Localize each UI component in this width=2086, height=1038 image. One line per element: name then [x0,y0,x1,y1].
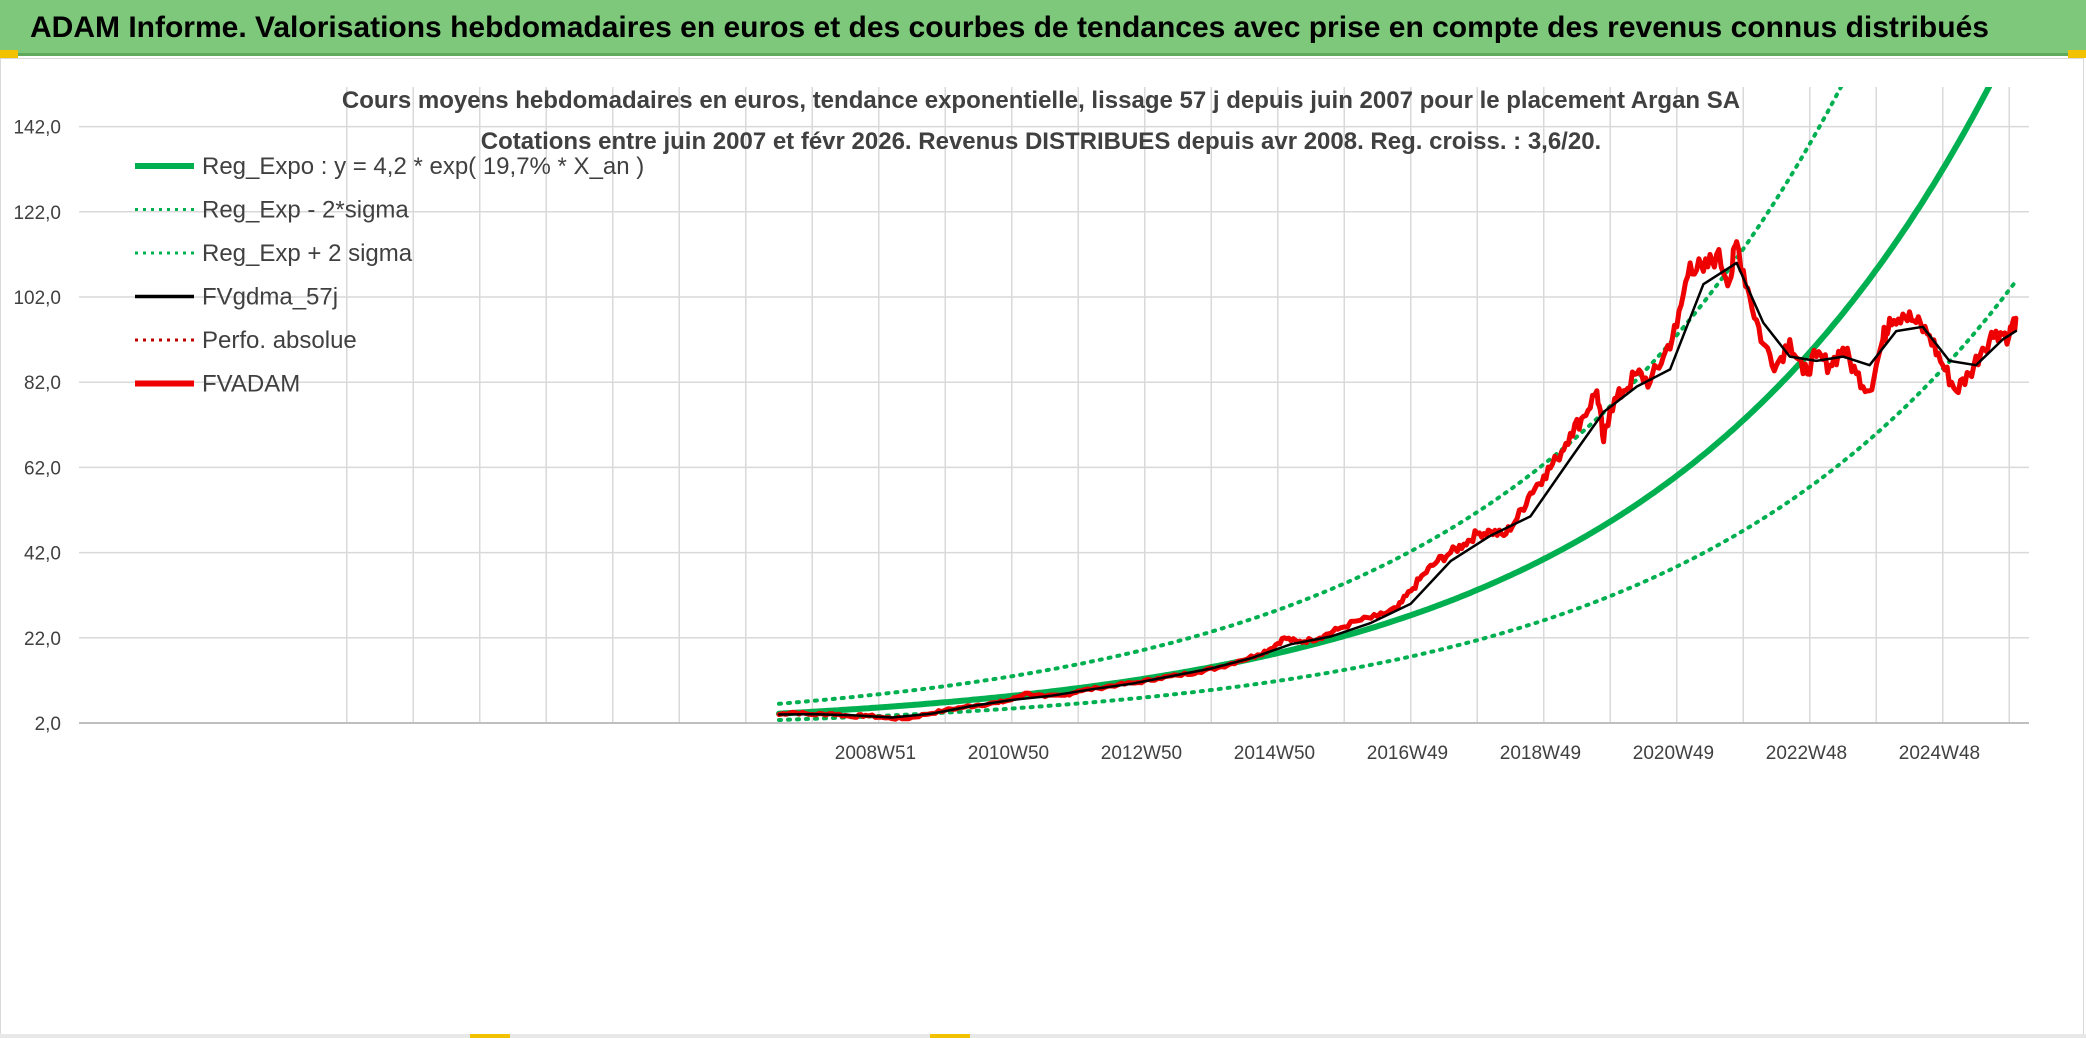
y-tick-label: 82,0 [24,373,61,394]
chart-canvas: Cours moyens hebdomadaires en euros, ten… [13,87,2029,764]
header-banner: ADAM Informe. Valorisations hebdomadaire… [0,0,2086,56]
chart-grid [79,87,2029,724]
y-axis: 182,0162,0142,0122,0102,082,062,042,022,… [13,118,61,735]
legend-label: Perfo. absolue [202,327,357,354]
corner-mark-right [2068,50,2086,58]
x-tick-label: 2010W50 [968,743,1049,764]
chart-subtitle: Cotations entre juin 2007 et févr 2026. … [481,128,1601,155]
banner-title: ADAM Informe. Valorisations hebdomadaire… [30,11,1989,44]
bottom-mark [470,1034,510,1038]
bottom-bar [0,1034,2086,1038]
x-tick-label: 2024W48 [1899,743,1980,764]
legend-label: Reg_Exp + 2 sigma [202,240,413,267]
series-group [776,87,2019,722]
corner-mark-left [0,50,18,58]
legend-label: Reg_Expo : y = 4,2 * exp( 19,7% * X_an ) [202,153,644,180]
chart-frame: Cours moyens hebdomadaires en euros, ten… [0,58,2084,1036]
x-tick-label: 2014W50 [1234,743,1315,764]
y-tick-label: 122,0 [13,203,61,224]
chart-title: Cours moyens hebdomadaires en euros, ten… [342,87,1740,114]
series-line-fvgdma-57j [777,261,2018,719]
x-tick-label: 2008W51 [835,743,916,764]
x-tick-label: 2018W49 [1500,743,1581,764]
legend: Reg_Expo : y = 4,2 * exp( 19,7% * X_an )… [135,153,644,398]
bottom-mark [930,1034,970,1038]
y-tick-label: 2,0 [35,714,61,735]
x-tick-label: 2016W49 [1367,743,1448,764]
series-line-fvadam [776,239,2019,722]
x-tick-label: 2020W49 [1633,743,1714,764]
y-tick-label: 22,0 [24,629,61,650]
x-axis: 2008W51 2010W50 2012W50 2014W50 2016W49 2018W… [835,743,1980,764]
y-tick-label: 102,0 [13,288,61,309]
series-line-reg-exp-minus-2sigma [777,279,2018,722]
y-tick-label: 142,0 [13,118,61,139]
y-tick-label: 62,0 [24,458,61,479]
series-line-reg-expo [776,87,1993,717]
x-tick-label: 2012W50 [1101,743,1182,764]
y-tick-label: 42,0 [24,544,61,565]
legend-label: FVADAM [202,371,300,398]
series-line-reg-exp-plus-2sigma [777,87,1844,706]
legend-label: Reg_Exp - 2*sigma [202,197,409,224]
x-tick-label: 2022W48 [1766,743,1847,764]
legend-label: FVgdma_57j [202,284,338,311]
